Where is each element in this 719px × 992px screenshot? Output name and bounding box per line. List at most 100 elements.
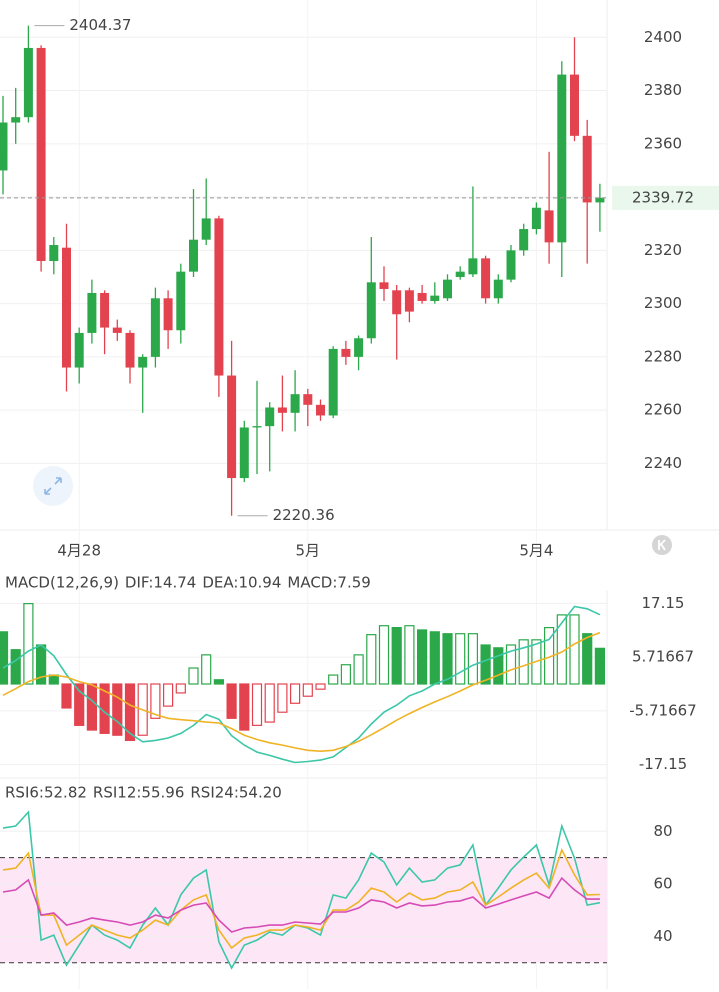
legend-entry: RSI6:52.82 [5, 784, 87, 802]
candle-body [125, 332, 135, 368]
candle-body [531, 207, 541, 230]
macd-bar [518, 639, 529, 685]
macd-bar [163, 683, 174, 707]
macd-bar [455, 633, 466, 685]
candle-body [493, 279, 503, 299]
legend-entry: RSI12:55.96 [93, 784, 184, 802]
macd-bar [201, 654, 212, 685]
macd-bar [239, 683, 250, 731]
y-tick-label: -5.71667 [629, 701, 696, 719]
y-tick-label: -17.15 [639, 755, 687, 773]
candle-body [11, 117, 21, 123]
k-icon[interactable] [658, 539, 666, 551]
y-tick-label: 40 [653, 927, 672, 945]
candle-body [303, 394, 313, 405]
candle-body [265, 407, 275, 427]
macd-bar [175, 683, 186, 694]
expand-bg[interactable] [33, 466, 73, 506]
candle-body [328, 348, 338, 416]
macd-bar [505, 644, 517, 685]
candle-body [176, 271, 186, 331]
line [2, 876, 600, 933]
candle-body [100, 292, 110, 328]
macd-bar [569, 614, 580, 685]
macd-bar [150, 683, 161, 719]
min-marker-label: 2220.36 [273, 506, 335, 524]
macd-bar [467, 633, 478, 685]
candle-body [430, 295, 440, 301]
candle-body [163, 298, 173, 331]
candle-body [49, 245, 59, 262]
last-price-bg [612, 185, 719, 210]
max-marker-label: 2404.37 [69, 16, 131, 34]
candle-body [379, 282, 389, 289]
macd-bar [226, 683, 237, 719]
candle-body [354, 338, 364, 357]
legend-entry: MACD:7.59 [287, 574, 370, 592]
candle-body [366, 282, 376, 339]
macd-bar [213, 679, 224, 685]
candle-body [201, 218, 211, 240]
rsi-band [0, 857, 607, 963]
line [2, 605, 601, 764]
y-tick-label: 2380 [644, 81, 682, 99]
y-tick-label: 2360 [644, 134, 682, 152]
legend-entry: RSI24:54.20 [190, 784, 281, 802]
candle-body [455, 271, 465, 277]
candle-body [62, 247, 71, 368]
candle-body [519, 229, 529, 251]
candle-body [544, 210, 554, 243]
candle-body [595, 197, 605, 203]
y-tick-label: 60 [653, 874, 672, 892]
expand-icon[interactable] [44, 477, 62, 495]
macd-bar [251, 683, 263, 726]
macd-bar [353, 654, 364, 685]
y-tick-label: 17.15 [642, 594, 685, 612]
macd-bar [188, 667, 199, 685]
macd-bar [442, 633, 453, 685]
k-button[interactable] [652, 535, 672, 555]
x-tick-label: 4月28 [57, 542, 101, 560]
candle-body [277, 407, 287, 413]
macd-bar [340, 664, 351, 685]
macd-bar [328, 674, 339, 685]
macd-bar [290, 683, 301, 704]
candle-body [74, 332, 84, 368]
macd-bar [493, 647, 504, 685]
candle-body [227, 375, 237, 479]
candle-body [417, 292, 427, 301]
expand-button[interactable] [33, 466, 73, 506]
candle-body [392, 290, 402, 315]
candle-body [23, 47, 33, 118]
macd-bar [48, 674, 59, 685]
macd-bar [112, 683, 123, 736]
y-tick-label: 2240 [644, 454, 682, 472]
macd-bar [582, 633, 593, 685]
y-tick-label: 80 [653, 822, 672, 840]
y-tick-label: 2320 [644, 241, 682, 259]
candle-body [557, 74, 567, 243]
line [2, 847, 600, 950]
candle-body [87, 292, 97, 333]
candle-body [290, 394, 300, 413]
macd-bar [124, 683, 136, 742]
candle-body [341, 348, 351, 357]
line [2, 631, 601, 753]
macd-bar [10, 649, 21, 685]
candle-body [189, 239, 198, 272]
candle-body [150, 298, 160, 357]
macd-bar [480, 644, 491, 685]
legend-entry: DEA:10.94 [202, 574, 281, 592]
macd-bar [0, 631, 9, 685]
candle-body [404, 290, 414, 312]
candle-body [239, 427, 249, 479]
macd-bar [378, 625, 390, 685]
macd-bar [264, 683, 275, 723]
candle-body [316, 404, 325, 416]
macd-bar [315, 683, 326, 690]
candle-body [481, 258, 491, 299]
macd-bar [302, 683, 313, 697]
candle-body [36, 47, 46, 262]
